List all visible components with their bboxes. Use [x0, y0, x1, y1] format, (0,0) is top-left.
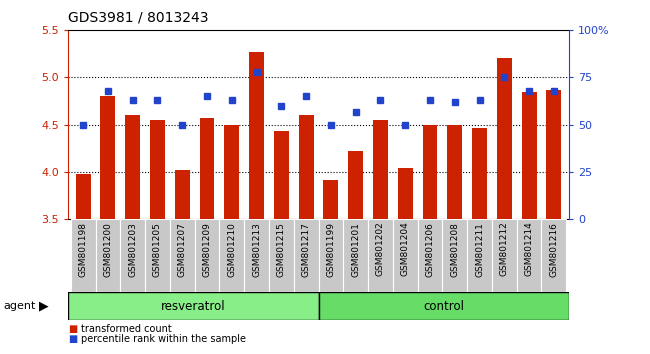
Text: control: control	[423, 300, 464, 313]
Text: GSM801198: GSM801198	[79, 222, 88, 277]
Bar	[373, 120, 388, 354]
Bar	[472, 128, 487, 354]
Text: GSM801216: GSM801216	[549, 222, 558, 276]
Bar	[422, 125, 437, 354]
Text: resveratrol: resveratrol	[161, 300, 226, 313]
Text: GSM801202: GSM801202	[376, 222, 385, 276]
Text: ■: ■	[68, 324, 77, 334]
Bar	[71, 219, 96, 292]
Bar	[547, 90, 562, 354]
Bar	[194, 219, 220, 292]
Text: GSM801199: GSM801199	[326, 222, 335, 277]
Bar	[224, 125, 239, 354]
Text: GSM801217: GSM801217	[302, 222, 311, 276]
Bar	[96, 219, 120, 292]
Bar	[75, 174, 90, 354]
Bar	[269, 219, 294, 292]
Bar	[318, 292, 569, 320]
Bar	[175, 170, 190, 354]
Bar	[120, 219, 145, 292]
Bar	[170, 219, 194, 292]
Text: GSM801203: GSM801203	[128, 222, 137, 276]
Text: GSM801207: GSM801207	[177, 222, 187, 276]
Bar	[417, 219, 443, 292]
Bar	[348, 151, 363, 354]
Text: ▶: ▶	[40, 300, 49, 313]
Bar	[541, 219, 566, 292]
Text: GSM801210: GSM801210	[227, 222, 237, 276]
Bar	[101, 96, 115, 354]
Bar	[497, 58, 512, 354]
Bar	[249, 52, 264, 354]
Text: GSM801211: GSM801211	[475, 222, 484, 276]
Bar	[150, 120, 165, 354]
Bar	[492, 219, 517, 292]
Text: percentile rank within the sample: percentile rank within the sample	[81, 334, 246, 344]
Bar	[467, 219, 492, 292]
Bar	[220, 219, 244, 292]
Bar	[294, 219, 318, 292]
Bar	[517, 219, 541, 292]
Bar	[447, 125, 462, 354]
Text: agent: agent	[3, 301, 36, 311]
Bar	[145, 219, 170, 292]
Bar	[318, 219, 343, 292]
Bar	[522, 92, 536, 354]
Text: GSM801215: GSM801215	[277, 222, 286, 276]
Bar	[343, 219, 368, 292]
Bar	[299, 115, 313, 354]
Text: GSM801212: GSM801212	[500, 222, 509, 276]
Bar	[324, 180, 338, 354]
Text: GSM801214: GSM801214	[525, 222, 534, 276]
Text: GSM801208: GSM801208	[450, 222, 460, 276]
Text: GSM801201: GSM801201	[351, 222, 360, 276]
Text: transformed count: transformed count	[81, 324, 172, 334]
Bar	[244, 219, 269, 292]
Text: GSM801206: GSM801206	[426, 222, 434, 276]
Bar	[274, 131, 289, 354]
Bar	[443, 219, 467, 292]
Text: ■: ■	[68, 334, 77, 344]
Text: GSM801204: GSM801204	[400, 222, 410, 276]
Bar	[393, 219, 417, 292]
Text: GSM801209: GSM801209	[203, 222, 211, 276]
Bar	[68, 292, 318, 320]
Text: GDS3981 / 8013243: GDS3981 / 8013243	[68, 11, 209, 25]
Text: GSM801213: GSM801213	[252, 222, 261, 276]
Text: GSM801205: GSM801205	[153, 222, 162, 276]
Bar	[398, 169, 413, 354]
Bar	[200, 118, 214, 354]
Bar	[125, 115, 140, 354]
Bar	[368, 219, 393, 292]
Text: GSM801200: GSM801200	[103, 222, 112, 276]
